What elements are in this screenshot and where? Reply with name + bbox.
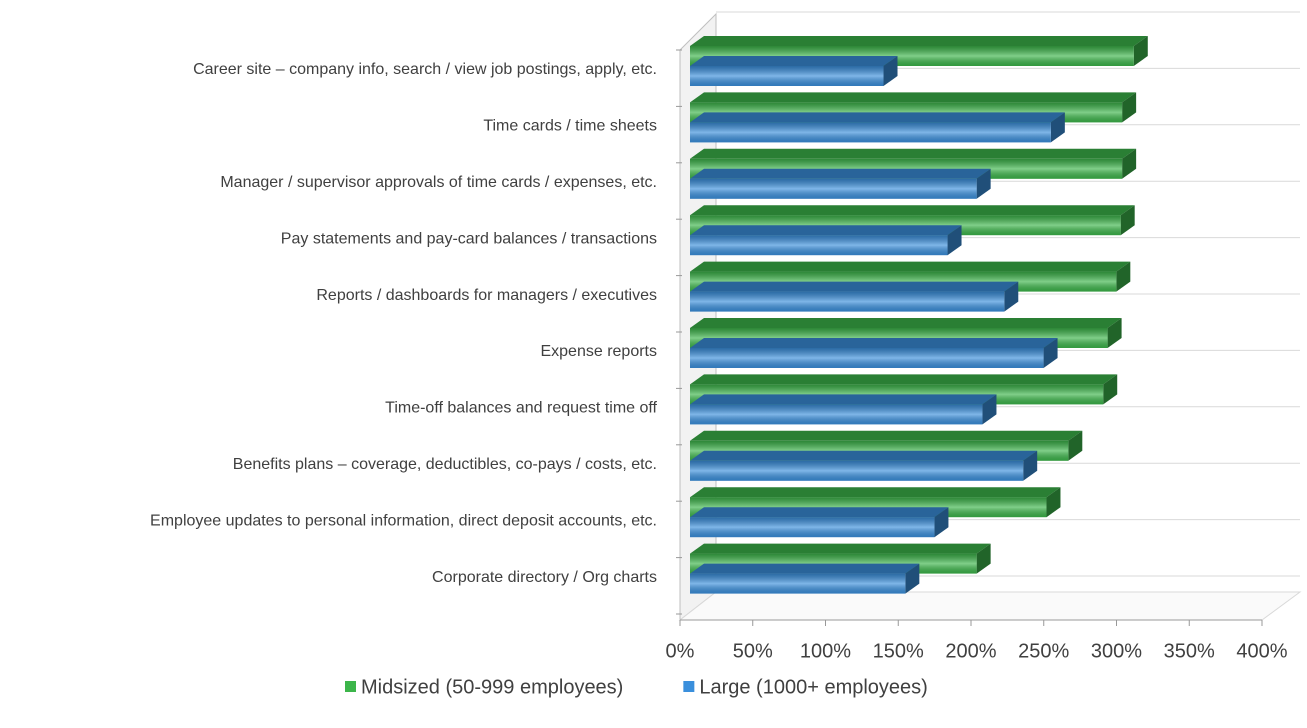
bar — [690, 450, 1038, 481]
bar-top — [690, 450, 1038, 461]
x-tick-label: 250% — [1018, 640, 1069, 662]
bar-top — [690, 36, 1148, 46]
y-tick-label: Employee updates to personal information… — [150, 512, 657, 529]
legend-swatch — [345, 681, 356, 692]
bar-top — [690, 281, 1019, 292]
x-tick-label: 400% — [1236, 640, 1287, 662]
bar-top — [690, 563, 920, 574]
bar-side — [1116, 261, 1131, 292]
bar — [690, 507, 949, 538]
bar-side — [1122, 92, 1137, 123]
bar-side — [1122, 148, 1137, 179]
bar-shine — [690, 517, 935, 538]
bar-side — [1133, 36, 1148, 66]
bar-side — [1103, 374, 1118, 405]
bar-shine — [690, 348, 1044, 368]
y-tick-label: Corporate directory / Org charts — [432, 569, 657, 586]
bar-side — [1004, 281, 1019, 312]
bar-top — [690, 112, 1065, 123]
legend-label: Midsized (50-999 employees) — [361, 676, 623, 698]
bar-shine — [690, 573, 906, 594]
legend-swatch — [683, 681, 695, 692]
bar — [690, 338, 1058, 368]
bar-shine — [690, 460, 1024, 481]
y-tick-label: Career site – company info, search / vie… — [193, 61, 657, 78]
bar-side — [1046, 487, 1061, 518]
y-tick-label: Reports / dashboards for managers / exec… — [316, 287, 657, 304]
bar-shine — [690, 404, 983, 425]
bar-top — [690, 318, 1122, 328]
y-tick-label: Expense reports — [540, 343, 657, 360]
bar-top — [690, 394, 997, 405]
bar-side — [883, 56, 898, 86]
bar-shine — [690, 291, 1005, 312]
y-tick-label: Pay statements and pay-card balances / t… — [281, 230, 657, 247]
bar-top — [690, 487, 1061, 498]
bar-top — [690, 92, 1137, 103]
bar — [690, 168, 991, 199]
y-tick-label: Manager / supervisor approvals of time c… — [220, 174, 657, 191]
x-tick-label: 150% — [873, 640, 924, 662]
x-tick-label: 100% — [800, 640, 851, 662]
legend-label: Large (1000+ employees) — [699, 676, 927, 698]
bar-side — [976, 168, 991, 199]
bar-top — [690, 374, 1118, 385]
bar-side — [982, 394, 997, 425]
y-tick-label: Time-off balances and request time off — [385, 400, 657, 417]
x-tick-label: 350% — [1164, 640, 1215, 662]
bar-top — [690, 56, 898, 66]
bar-top — [690, 543, 991, 554]
bar-side — [1068, 430, 1083, 461]
bar-top — [690, 507, 949, 518]
bar-top — [690, 430, 1083, 441]
bar — [690, 56, 898, 86]
bar-shine — [690, 66, 884, 86]
bar-side — [934, 507, 949, 538]
bar-shine — [690, 178, 977, 199]
bar-top — [690, 205, 1135, 216]
bar-top — [690, 225, 962, 236]
bar — [690, 225, 962, 256]
bar — [690, 281, 1019, 312]
bar-shine — [690, 235, 948, 256]
y-tick-label: Time cards / time sheets — [483, 118, 657, 135]
bar — [690, 112, 1065, 143]
x-tick-label: 300% — [1091, 640, 1142, 662]
y-tick-label: Benefits plans – coverage, deductibles, … — [233, 456, 657, 473]
bar-side — [1120, 205, 1135, 236]
bar-side — [947, 225, 962, 256]
x-tick-label: 200% — [945, 640, 996, 662]
bar-side — [1043, 338, 1058, 368]
bar-side — [976, 543, 991, 574]
x-tick-label: 50% — [733, 640, 773, 662]
bar-top — [690, 261, 1131, 272]
bar-side — [1050, 112, 1065, 143]
bar-top — [690, 148, 1137, 159]
bar-shine — [690, 122, 1051, 143]
bar — [690, 394, 997, 425]
bar — [690, 563, 920, 594]
bar-side — [1023, 450, 1038, 481]
bar-side — [905, 563, 920, 594]
x-tick-label: 0% — [666, 640, 695, 662]
bar-side — [1107, 318, 1122, 348]
bar-top — [690, 338, 1058, 348]
bar-top — [690, 168, 991, 179]
